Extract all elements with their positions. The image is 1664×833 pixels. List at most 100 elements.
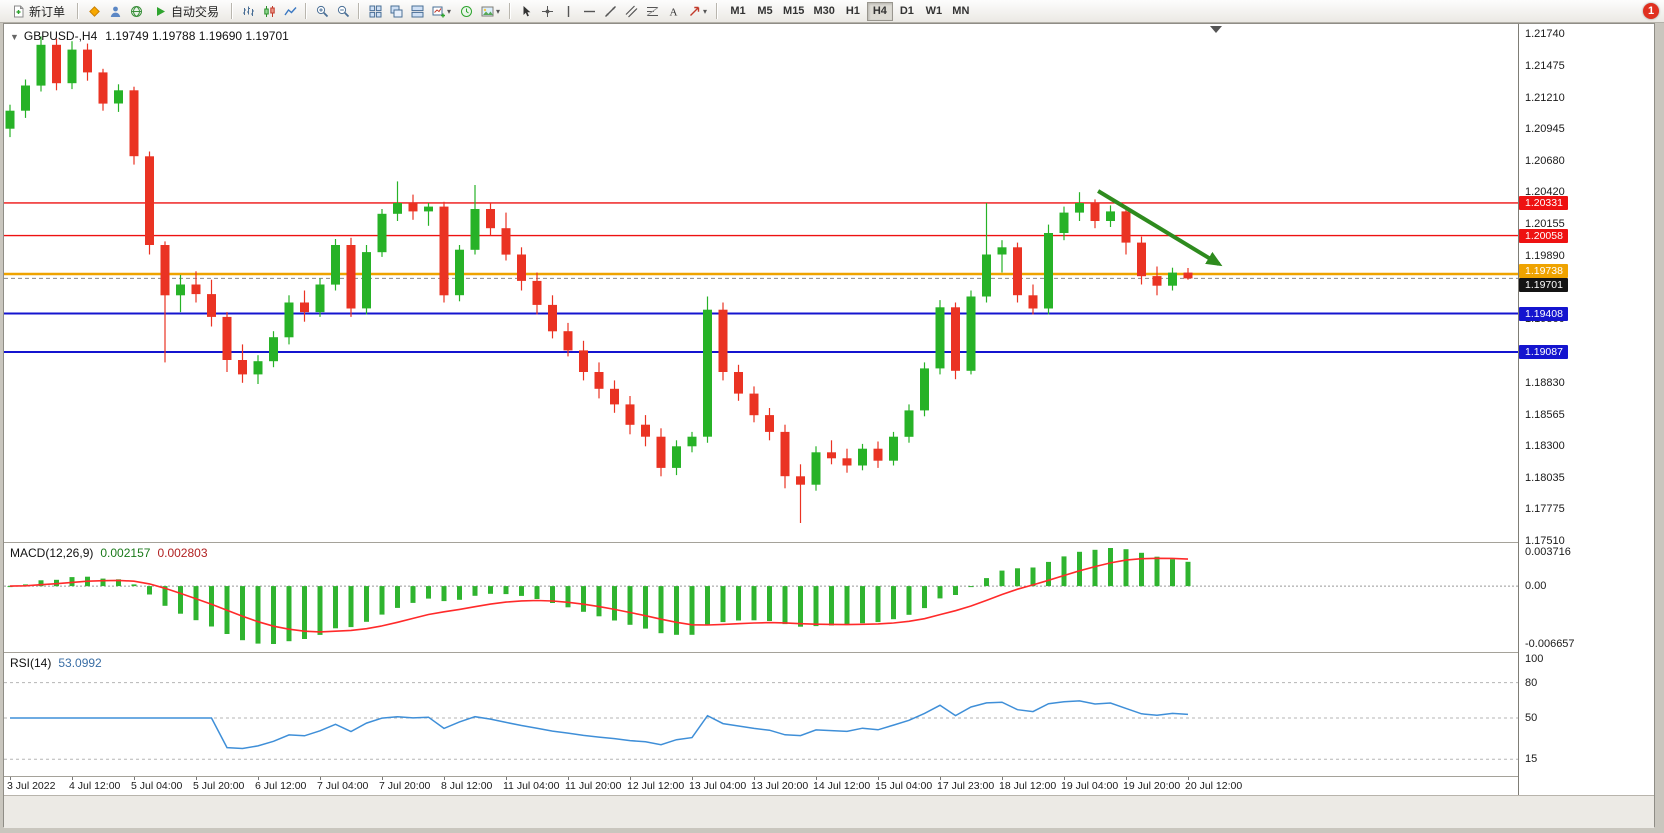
price-level-badge: 1.19701 [1519,278,1568,293]
profile-icon[interactable] [105,2,125,21]
price-axis-label: 1.21475 [1525,59,1565,72]
auto-scroll-clock-button[interactable] [456,2,476,21]
time-axis-label: 7 Jul 04:00 [317,780,369,792]
timeframe-button-M1[interactable]: M1 [725,2,751,21]
cascade-windows-button[interactable] [386,2,406,21]
mql5-community-icon[interactable] [84,2,104,21]
zoom-in-button[interactable] [312,2,332,21]
time-axis-label: 11 Jul 04:00 [503,780,560,792]
rsi-axis-label: 50 [1525,712,1538,724]
rsi-label: RSI(14) 53.0992 [10,656,102,670]
zoom-out-button[interactable] [333,2,353,21]
time-axis-label: 12 Jul 12:00 [627,780,685,792]
time-axis-label: 4 Jul 12:00 [69,780,121,792]
time-axis-tick [134,776,135,780]
timeframe-button-W1[interactable]: W1 [921,2,947,21]
toolbar-separator [716,3,719,19]
timeframe-button-MN[interactable]: MN [948,2,974,21]
time-axis-tick [1126,776,1127,780]
time-axis-tick [10,776,11,780]
time-axis-tick [506,776,507,780]
crosshair-tool-button[interactable] [537,2,557,21]
macd-panel-canvas[interactable] [4,542,1518,652]
chart-template-button[interactable] [477,2,497,21]
candlestick-mode-button[interactable] [259,2,279,21]
horizontal-line-tool-button[interactable] [579,2,599,21]
fibonacci-tool-button[interactable] [642,2,662,21]
time-axis-label: 17 Jul 23:00 [937,780,995,792]
price-chart-canvas[interactable] [4,24,1518,542]
chart-symbol-period: GBPUSD-,H4 [23,29,98,43]
timeframe-button-M15[interactable]: M15 [779,2,808,21]
chevron-down-icon[interactable]: ▼ [10,32,19,42]
new-chart-button[interactable] [428,2,448,21]
price-axis[interactable]: 1.21740 1.21475 1.21210 1.20945 1.20680 1.204… [1518,24,1654,795]
price-level-badge: 1.20331 [1519,195,1568,210]
bar-chart-mode-button[interactable] [238,2,258,21]
panel-separator[interactable] [4,542,1654,543]
chevron-down-icon[interactable]: ▾ [703,6,708,16]
time-axis-tick [320,776,321,780]
cursor-tool-button[interactable] [516,2,536,21]
panel-separator[interactable] [4,776,1654,777]
time-axis-tick [940,776,941,780]
tile-windows-button[interactable] [365,2,385,21]
timeframe-toolbar: M1 M5 M15 M30 H1 H4 D1 W1 MN [725,1,974,21]
auto-trading-button[interactable]: 自动交易 [147,2,226,21]
price-level-badge: 1.19408 [1519,306,1568,321]
time-axis-tick [444,776,445,780]
time-axis-label: 6 Jul 12:00 [255,780,307,792]
play-icon [154,5,167,18]
tile-horizontal-button[interactable] [407,2,427,21]
macd-title: MACD(12,26,9) [10,546,94,560]
timeframe-button-H4[interactable]: H4 [866,1,893,21]
trendline-tool-button[interactable] [600,2,620,21]
macd-axis-label: 0.003716 [1525,546,1571,558]
new-order-label: 新订单 [29,4,66,19]
chevron-down-icon[interactable]: ▾ [496,6,501,16]
rsi-value: 53.0992 [58,656,102,670]
rsi-axis-label: 80 [1525,676,1538,689]
timeframe-button-M5[interactable]: M5 [752,2,778,21]
time-axis-tick [72,776,73,780]
rsi-title: RSI(14) [10,656,52,670]
price-level-badge: 1.20058 [1519,228,1568,243]
price-axis-label: 1.20945 [1525,123,1565,136]
vertical-line-tool-button[interactable] [558,2,578,21]
notification-badge[interactable]: 1 [1643,3,1659,19]
time-axis-label: 5 Jul 04:00 [131,780,183,792]
time-axis-tick [692,776,693,780]
time-axis-label: 3 Jul 2022 [7,780,56,792]
new-order-button[interactable]: 新订单 [5,2,72,21]
chevron-down-icon[interactable]: ▾ [447,6,452,16]
time-axis[interactable]: 3 Jul 2022 4 Jul 12:00 5 Jul 04:00 5 Jul 20… [4,776,1654,795]
timeframe-button-D1[interactable]: D1 [894,2,920,21]
macd-axis-label: -0.006657 [1525,638,1575,650]
market-globe-icon[interactable] [126,2,146,21]
time-axis-label: 13 Jul 20:00 [751,780,809,792]
time-axis-tick [258,776,259,780]
panel-separator[interactable] [4,652,1654,653]
toolbar-separator [231,3,234,19]
macd-signal-value: 0.002803 [157,546,208,560]
time-axis-label: 5 Jul 20:00 [193,780,245,792]
price-axis-label: 1.19890 [1525,249,1565,262]
time-axis-label: 8 Jul 12:00 [441,780,493,792]
rsi-panel-canvas[interactable] [4,652,1518,776]
timeframe-button-M30[interactable]: M30 [809,2,838,21]
time-axis-label: 19 Jul 20:00 [1123,780,1181,792]
arrow-object-tool-button[interactable] [684,2,704,21]
price-axis-label: 1.18035 [1525,472,1565,485]
time-axis-label: 7 Jul 20:00 [379,780,431,792]
price-axis-label: 1.17510 [1525,535,1565,547]
time-axis-label: 11 Jul 20:00 [565,780,622,792]
text-tool-button[interactable] [663,2,683,21]
time-axis-tick [1002,776,1003,780]
time-axis-tick [878,776,879,780]
macd-axis-label: 0.00 [1525,580,1547,593]
toolbar-separator [509,3,512,19]
line-chart-mode-button[interactable] [280,2,300,21]
price-axis-label: 1.20680 [1525,155,1565,168]
channel-tool-button[interactable] [621,2,641,21]
timeframe-button-H1[interactable]: H1 [840,2,866,21]
